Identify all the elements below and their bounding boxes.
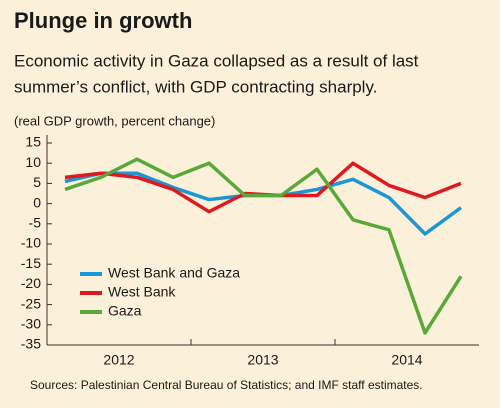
y-tick-label: -20 <box>21 275 41 291</box>
y-axis-label: (real GDP growth, percent change) <box>14 113 215 128</box>
y-tick-label: -15 <box>21 255 41 271</box>
y-tick-label: -35 <box>21 336 41 352</box>
y-tick-label: 5 <box>33 174 41 190</box>
subtitle: summer’s conflict, with GDP contracting … <box>14 77 377 96</box>
x-tick-label: 2013 <box>247 352 278 368</box>
source: Sources: Palestinian Central Bureau of S… <box>30 378 423 392</box>
y-tick-label: 15 <box>25 134 41 150</box>
y-tick-label: -5 <box>29 215 42 231</box>
legend-label: West Bank and Gaza <box>108 265 240 281</box>
series-line <box>64 171 463 236</box>
legend-label: Gaza <box>108 303 142 319</box>
y-tick-label: 0 <box>33 194 41 210</box>
y-tick-label: -25 <box>21 295 41 311</box>
series-line <box>64 161 462 214</box>
subtitle: Economic activity in Gaza collapsed as a… <box>14 51 419 70</box>
series-line <box>64 157 463 335</box>
y-tick-label: -30 <box>21 316 41 332</box>
y-tick-label: 10 <box>25 154 41 170</box>
legend-label: West Bank <box>108 284 176 300</box>
chart-title: Plunge in growth <box>14 8 192 33</box>
y-tick-label: -10 <box>21 235 41 251</box>
x-tick-label: 2014 <box>391 352 422 368</box>
x-tick-label: 2012 <box>103 352 134 368</box>
